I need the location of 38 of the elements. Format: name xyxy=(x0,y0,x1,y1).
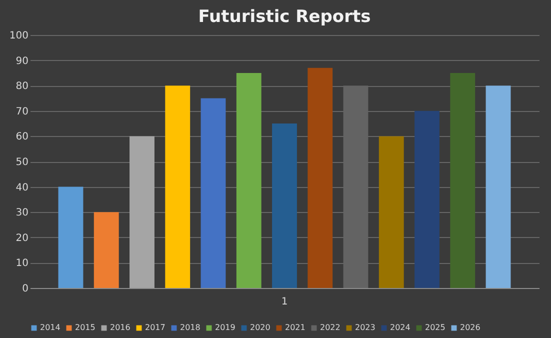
legend-label: 2023 xyxy=(355,323,376,332)
y-tick-label: 100 xyxy=(9,30,28,42)
legend-label: 2018 xyxy=(180,323,200,332)
x-tick-label: 1 xyxy=(281,296,288,308)
y-tick-label: 40 xyxy=(16,182,28,194)
bar xyxy=(450,72,476,288)
legend-label: 2016 xyxy=(110,323,130,332)
legend-label: 2019 xyxy=(215,323,236,332)
y-tick-label: 30 xyxy=(16,208,28,219)
legend-label: 2026 xyxy=(460,323,480,332)
y-tick-label: 50 xyxy=(16,157,28,168)
bar xyxy=(200,98,226,288)
legend-label: 2025 xyxy=(425,323,446,332)
legend-label: 2022 xyxy=(320,323,340,332)
y-tick-label: 20 xyxy=(16,232,28,244)
bar xyxy=(272,124,297,288)
legend-label: 2015 xyxy=(75,323,96,332)
bar xyxy=(236,72,262,288)
bar xyxy=(165,86,190,288)
y-tick-label: 70 xyxy=(16,106,28,118)
bar xyxy=(414,110,440,288)
legend-label: 2020 xyxy=(250,323,270,332)
bar xyxy=(486,86,511,288)
y-tick-label: 10 xyxy=(16,258,28,270)
bar xyxy=(58,186,84,288)
legend-label: 2014 xyxy=(40,323,60,332)
bar xyxy=(308,68,333,288)
bar xyxy=(94,212,119,288)
y-tick-label: 60 xyxy=(16,132,28,143)
legend-label: 2024 xyxy=(390,323,410,332)
legend-label: 2021 xyxy=(285,323,306,332)
y-tick-label: 90 xyxy=(16,56,28,67)
y-tick-label: 80 xyxy=(16,81,28,92)
bar xyxy=(378,136,404,288)
y-tick-label: 0 xyxy=(22,284,28,294)
chart-title: Futuristic Reports xyxy=(198,7,371,27)
bar xyxy=(130,136,154,288)
legend-label: 2017 xyxy=(145,323,166,332)
